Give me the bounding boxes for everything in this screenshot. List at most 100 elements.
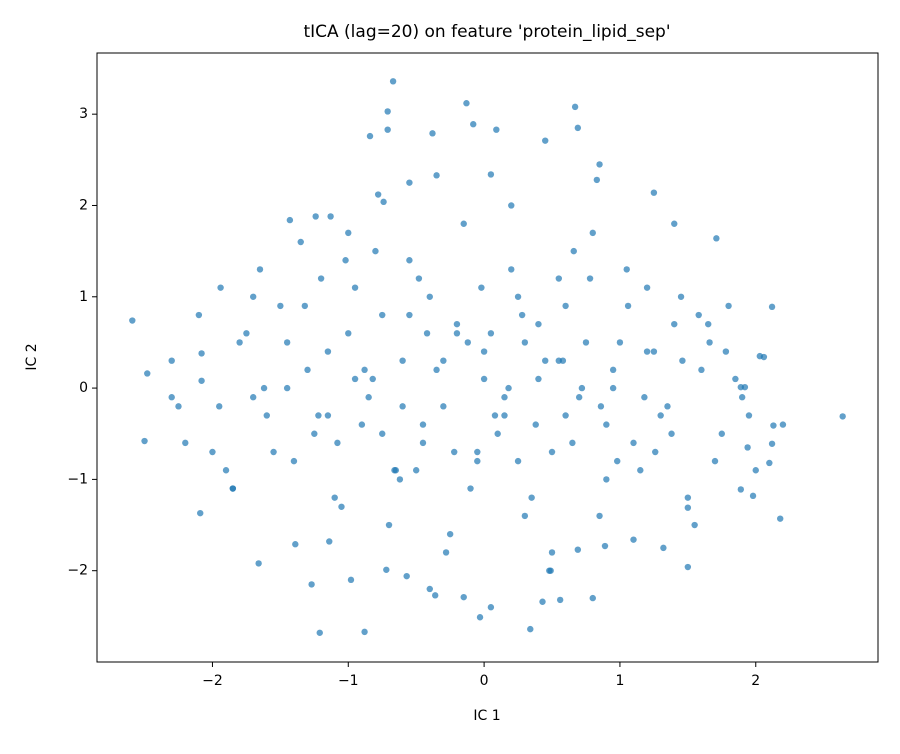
point xyxy=(324,412,332,419)
point xyxy=(671,220,678,227)
point xyxy=(539,598,546,605)
x-tick-label: 1 xyxy=(615,673,624,689)
point xyxy=(327,213,334,220)
point xyxy=(597,403,605,410)
point xyxy=(562,412,569,419)
point xyxy=(342,257,349,264)
point xyxy=(548,448,556,456)
point xyxy=(480,348,488,355)
point xyxy=(432,592,439,599)
point xyxy=(555,357,563,364)
point xyxy=(312,213,319,220)
point xyxy=(609,384,617,392)
point xyxy=(679,357,686,364)
point xyxy=(406,179,413,186)
point xyxy=(691,521,698,529)
point xyxy=(372,247,379,255)
point xyxy=(412,467,420,474)
point xyxy=(423,330,431,337)
point xyxy=(384,126,391,133)
point xyxy=(250,293,257,300)
point xyxy=(480,375,488,383)
point xyxy=(255,560,262,567)
point xyxy=(695,311,702,319)
point xyxy=(366,132,374,140)
plot-frame xyxy=(96,52,879,663)
point xyxy=(641,394,648,401)
y-tick-label: 1 xyxy=(79,289,88,305)
point xyxy=(562,302,569,310)
point xyxy=(705,320,712,328)
point xyxy=(286,216,294,224)
point xyxy=(664,403,671,410)
point xyxy=(229,485,237,492)
point xyxy=(637,467,644,474)
point xyxy=(236,339,243,346)
point xyxy=(429,130,436,137)
point xyxy=(527,625,534,633)
y-tick-label: 2 xyxy=(79,197,88,213)
point xyxy=(532,421,539,428)
y-tick-label: −2 xyxy=(67,563,88,579)
point xyxy=(263,412,270,419)
point xyxy=(440,403,447,410)
point xyxy=(406,257,413,264)
point xyxy=(574,546,582,553)
point xyxy=(334,439,341,447)
point xyxy=(351,375,359,383)
point xyxy=(737,486,745,493)
point xyxy=(297,238,304,246)
point xyxy=(209,448,216,456)
point xyxy=(574,124,582,132)
point xyxy=(777,515,784,522)
point xyxy=(668,430,675,437)
x-tick-label: 2 xyxy=(751,673,760,689)
point xyxy=(652,448,659,456)
point xyxy=(508,266,515,273)
point xyxy=(380,198,387,206)
point xyxy=(315,412,322,419)
point xyxy=(548,549,556,556)
point xyxy=(766,459,773,467)
point xyxy=(752,467,759,474)
point xyxy=(311,430,318,437)
point xyxy=(744,444,751,451)
point xyxy=(451,448,458,456)
point xyxy=(374,191,382,198)
point xyxy=(501,412,508,419)
point xyxy=(182,439,189,447)
point xyxy=(369,375,376,383)
point xyxy=(474,457,481,465)
point xyxy=(593,176,601,184)
point xyxy=(406,311,413,319)
point xyxy=(453,330,461,337)
point xyxy=(487,330,495,337)
point xyxy=(760,353,768,361)
point xyxy=(175,403,182,410)
point xyxy=(195,311,203,319)
point xyxy=(222,467,230,474)
point xyxy=(535,375,542,383)
point xyxy=(385,521,393,529)
point xyxy=(660,544,667,552)
point xyxy=(144,370,151,377)
point xyxy=(403,572,410,580)
point xyxy=(426,293,433,300)
point xyxy=(518,311,526,319)
point xyxy=(358,421,366,428)
point xyxy=(514,457,522,465)
point xyxy=(463,100,470,107)
point xyxy=(338,503,345,510)
point xyxy=(433,366,440,374)
point xyxy=(460,220,467,227)
point xyxy=(698,366,705,374)
point xyxy=(586,275,594,282)
point xyxy=(168,394,175,401)
point xyxy=(217,284,224,291)
point xyxy=(478,284,485,291)
point xyxy=(508,202,515,209)
point xyxy=(467,485,474,492)
point xyxy=(351,284,359,291)
point xyxy=(283,339,291,346)
